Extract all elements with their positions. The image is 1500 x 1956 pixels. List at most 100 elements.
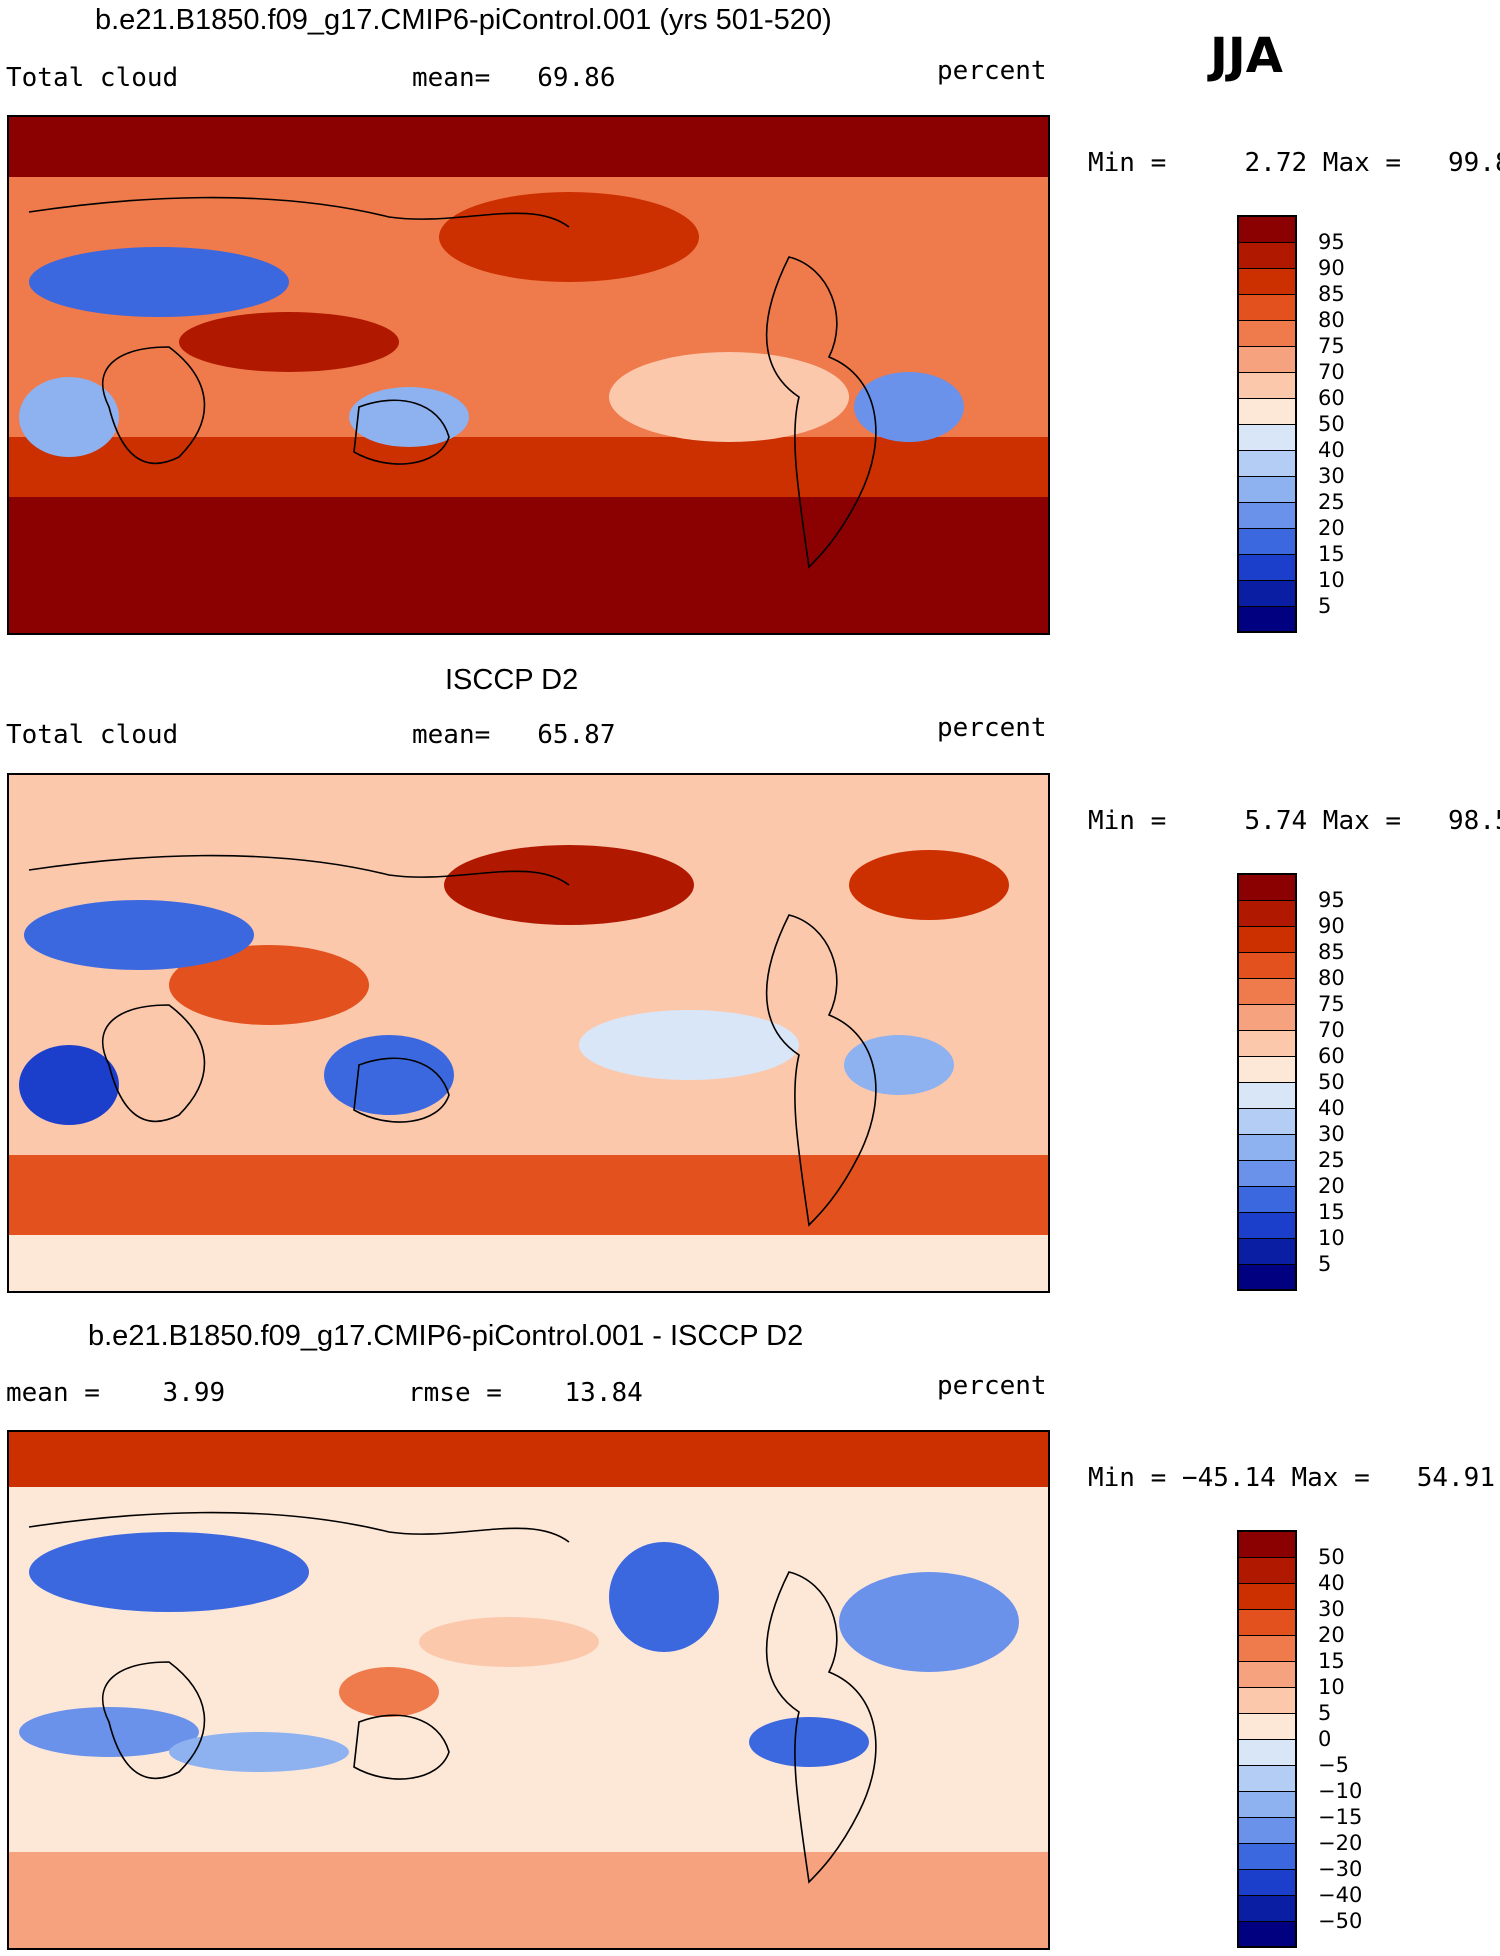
io-negative — [169, 1732, 349, 1772]
panel-2-swatch-12 — [1239, 1161, 1295, 1187]
midlat-band — [9, 437, 1048, 497]
panel-1-level-7: 60 — [1318, 386, 1345, 410]
brazil-clear — [844, 1035, 954, 1095]
panel-2-swatch-14 — [1239, 1213, 1295, 1239]
panel-2-mean: mean= 65.87 — [412, 720, 616, 750]
southern-ocean-band — [9, 1852, 1048, 1948]
africa-clear — [19, 377, 119, 457]
australia-clear — [349, 387, 469, 447]
sio-negative — [19, 1707, 199, 1757]
sahara-clear — [29, 247, 289, 317]
panel-1-units: percent — [937, 56, 1047, 86]
eurasia-negative — [29, 1532, 309, 1612]
panel-3-level-11: −15 — [1318, 1805, 1363, 1829]
panel-1-swatch-9 — [1239, 425, 1295, 451]
coastlines — [28, 196, 877, 569]
panel-2-swatch-13 — [1239, 1187, 1295, 1213]
maritime-positive — [339, 1667, 439, 1717]
panel-1-swatch-7 — [1239, 373, 1295, 399]
panel-2-swatch-15 — [1239, 1239, 1295, 1265]
southern-ocean-band — [9, 1155, 1048, 1235]
panel-1-variable-label: Total cloud — [6, 63, 179, 93]
panel-3-map — [7, 1430, 1050, 1950]
panel-3-swatch-6 — [1239, 1662, 1295, 1688]
sahara-clear — [24, 900, 254, 970]
panel-1-swatch-12 — [1239, 503, 1295, 529]
panel-1-level-4: 80 — [1318, 308, 1345, 332]
panel-1-swatch-16 — [1239, 607, 1295, 631]
panel-2-swatch-10 — [1239, 1109, 1295, 1135]
panel-1-swatch-10 — [1239, 451, 1295, 477]
panel-3-level-9: −5 — [1318, 1753, 1349, 1777]
panel-3-level-8: 0 — [1318, 1727, 1332, 1751]
npac-negative — [609, 1542, 719, 1652]
panel-1-swatch-11 — [1239, 477, 1295, 503]
panel-1-map-svg — [9, 117, 1048, 633]
panel-3-swatch-1 — [1239, 1532, 1295, 1558]
panel-3-rmse: rmse = 13.84 — [408, 1378, 643, 1408]
panel-3-swatch-5 — [1239, 1636, 1295, 1662]
panel-2-minmax: Min = 5.74 Max = 98.57 — [1088, 806, 1500, 836]
panel-3-swatch-15 — [1239, 1896, 1295, 1922]
sepac-low — [609, 352, 849, 442]
arctic-band — [9, 1432, 1048, 1487]
panel-1-level-5: 75 — [1318, 334, 1345, 358]
panel-3-swatch-10 — [1239, 1766, 1295, 1792]
season-label: JJA — [1210, 28, 1283, 84]
panel-2-swatch-2 — [1239, 901, 1295, 927]
panel-2-level-5: 75 — [1318, 992, 1345, 1016]
panel-1-swatch-14 — [1239, 555, 1295, 581]
panel-3-units: percent — [937, 1371, 1047, 1401]
panel-1-swatch-5 — [1239, 321, 1295, 347]
panel-1-colorbar — [1237, 215, 1297, 633]
sam-negative — [749, 1717, 869, 1767]
panel-1-map — [7, 115, 1050, 635]
panel-2-level-14: 10 — [1318, 1226, 1345, 1250]
panel-1-level-9: 40 — [1318, 438, 1345, 462]
panel-2-map-svg — [9, 775, 1048, 1291]
panel-3-swatch-8 — [1239, 1714, 1295, 1740]
arctic-band — [9, 117, 1048, 177]
panel-1-level-8: 50 — [1318, 412, 1345, 436]
panel-3-swatch-11 — [1239, 1792, 1295, 1818]
panel-2-level-9: 40 — [1318, 1096, 1345, 1120]
coastlines — [28, 1511, 877, 1884]
panel-1-level-15: 5 — [1318, 594, 1332, 618]
panel-3-swatch-2 — [1239, 1558, 1295, 1584]
panel-2-level-7: 60 — [1318, 1044, 1345, 1068]
panel-1-swatch-1 — [1239, 217, 1295, 243]
panel-3-swatch-7 — [1239, 1688, 1295, 1714]
panel-1-swatch-8 — [1239, 399, 1295, 425]
wpac-positive — [419, 1617, 599, 1667]
asia-monsoon — [179, 312, 399, 372]
panel-2-level-11: 25 — [1318, 1148, 1345, 1172]
natl-negative — [839, 1572, 1019, 1672]
panel-3-swatch-4 — [1239, 1610, 1295, 1636]
sepac-clear — [579, 1010, 799, 1080]
panel-3-level-4: 20 — [1318, 1623, 1345, 1647]
panel-2-swatch-16 — [1239, 1265, 1295, 1289]
panel-1-swatch-13 — [1239, 529, 1295, 555]
panel-2-swatch-3 — [1239, 927, 1295, 953]
panel-2-level-15: 5 — [1318, 1252, 1332, 1276]
panel-2-swatch-8 — [1239, 1057, 1295, 1083]
panel-3-swatch-16 — [1239, 1922, 1295, 1946]
panel-1-title: b.e21.B1850.f09_g17.CMIP6-piControl.001 … — [95, 4, 832, 36]
panel-3-mean: mean = 3.99 — [6, 1378, 226, 1408]
panel-3-swatch-13 — [1239, 1844, 1295, 1870]
panel-1-swatch-15 — [1239, 581, 1295, 607]
panel-1-level-13: 15 — [1318, 542, 1345, 566]
coastlines — [28, 854, 877, 1227]
africa-clear — [19, 1045, 119, 1125]
panel-1-minmax: Min = 2.72 Max = 99.88 — [1088, 148, 1500, 178]
panel-1-mean: mean= 69.86 — [412, 63, 616, 93]
panel-2-level-13: 15 — [1318, 1200, 1345, 1224]
panel-3-level-13: −30 — [1318, 1857, 1363, 1881]
panel-3-level-6: 10 — [1318, 1675, 1345, 1699]
panel-3-title: b.e21.B1850.f09_g17.CMIP6-piControl.001 … — [88, 1320, 804, 1352]
panel-1-level-14: 10 — [1318, 568, 1345, 592]
panel-1-swatch-6 — [1239, 347, 1295, 373]
panel-1-swatch-4 — [1239, 295, 1295, 321]
panel-2-level-2: 90 — [1318, 914, 1345, 938]
panel-2-map — [7, 773, 1050, 1293]
